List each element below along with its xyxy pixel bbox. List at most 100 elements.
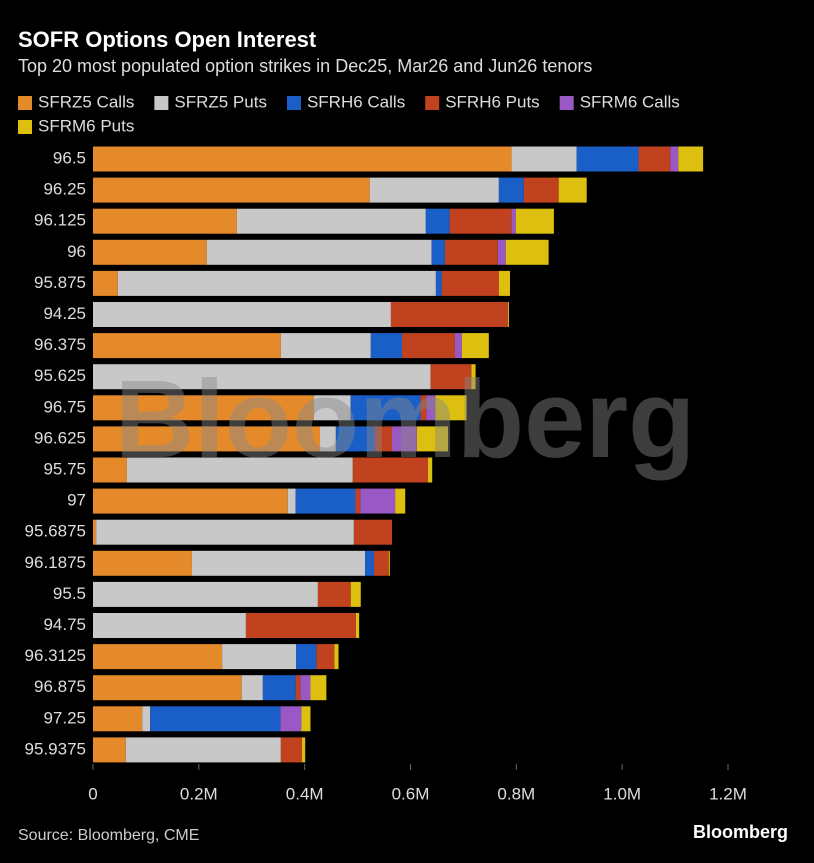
bar-segment (416, 426, 449, 452)
bar-segment (93, 550, 192, 576)
bar-segment (93, 146, 512, 172)
x-tick-label: 1.0M (603, 784, 641, 803)
bar-segment (427, 457, 433, 483)
y-tick-label: 95.9375 (25, 739, 86, 758)
y-tick-label: 96.625 (34, 428, 86, 447)
bar-segment (320, 426, 336, 452)
y-tick-label: 95.75 (43, 459, 86, 478)
bar-segment (435, 270, 442, 296)
bar-segment (93, 519, 97, 545)
bar-segment (369, 177, 499, 203)
bar-segment (334, 644, 339, 670)
bar-segment (678, 146, 704, 172)
legend-swatch (154, 96, 169, 110)
bar-segment (295, 488, 356, 514)
bar-segment (93, 581, 318, 607)
bar-segment (93, 208, 237, 234)
bar-segment (301, 706, 311, 732)
y-tick-label: 94.25 (43, 304, 86, 323)
y-tick-label: 96.25 (43, 180, 86, 199)
bar-segment (316, 644, 335, 670)
bar-segment (287, 488, 296, 514)
chart-subtitle: Top 20 most populated option strikes in … (18, 56, 592, 76)
y-tick-label: 97 (67, 491, 86, 510)
bar-segment (444, 239, 498, 265)
bar-segment (150, 706, 281, 732)
x-tick-label: 1.2M (709, 784, 747, 803)
bar-segment (449, 208, 512, 234)
source: Source: Bloomberg, CME (18, 827, 199, 844)
y-tick-label: 95.5 (53, 584, 86, 603)
bar-segment (370, 333, 403, 359)
legend-label: SFRZ5 Puts (174, 92, 267, 111)
bar-segment (280, 333, 371, 359)
y-tick-label: 95.875 (34, 273, 86, 292)
legend-swatch (559, 96, 574, 110)
bar-segment (350, 395, 421, 421)
bar-segment (310, 675, 327, 701)
bar-segment (426, 395, 436, 421)
bar-segment (296, 644, 317, 670)
legend-label: SFRM6 Calls (580, 92, 680, 111)
bar-segment (670, 146, 679, 172)
bar-segment (295, 675, 301, 701)
bar-segment (430, 364, 472, 390)
bar-segment (93, 364, 431, 390)
bar-segment (222, 644, 297, 670)
bar-segment (435, 395, 467, 421)
bar-segment (126, 457, 353, 483)
bar-segment (93, 426, 321, 452)
bar-segment (191, 550, 365, 576)
legend-swatch (18, 96, 32, 110)
y-tick-label: 96.375 (34, 335, 86, 354)
bar-segment (93, 239, 207, 265)
bar-segment (93, 177, 370, 203)
bar-segment (515, 208, 554, 234)
bar-segment (352, 457, 428, 483)
chart-title: SOFR Options Open Interest (18, 27, 317, 52)
bar-segment (454, 333, 462, 359)
y-tick-label: 95.6875 (25, 522, 86, 541)
bar-segment (498, 270, 510, 296)
bar-segment (425, 208, 450, 234)
bar-segment (93, 302, 391, 327)
bar-segment (117, 270, 436, 296)
bar-segment (335, 426, 376, 452)
bar-segment (402, 333, 455, 359)
bar-segment (461, 333, 489, 359)
bar-segment (93, 457, 127, 483)
bar-segment (360, 488, 396, 514)
bar-segment (280, 706, 302, 732)
bar-segment (507, 302, 509, 327)
y-tick-label: 96.1875 (25, 553, 86, 572)
x-tick-label: 0.6M (392, 784, 430, 803)
bar-segment (236, 208, 426, 234)
bar-segment (262, 675, 296, 701)
x-tick-label: 0.4M (286, 784, 324, 803)
bar-segment (497, 239, 506, 265)
y-tick-label: 95.625 (34, 366, 86, 385)
legend-swatch (425, 96, 440, 110)
bar-segment (93, 737, 126, 763)
y-tick-label: 94.75 (43, 615, 86, 634)
bar-segment (302, 737, 306, 763)
y-tick-label: 96.3125 (25, 646, 86, 665)
y-tick-label: 96.75 (43, 397, 86, 416)
bar-segment (125, 737, 281, 763)
bar-segment (576, 146, 639, 172)
legend-label: SFRZ5 Calls (38, 92, 134, 111)
legend-swatch (18, 120, 32, 134)
y-tick-label: 96 (67, 242, 86, 261)
bar-segment (373, 550, 389, 576)
bar-segment (420, 395, 427, 421)
bar-segment (638, 146, 671, 172)
bar-segment (353, 519, 392, 545)
bar-segment (498, 177, 524, 203)
bar-segment (388, 550, 390, 576)
bar-segment (96, 519, 354, 545)
bar-segment (431, 239, 445, 265)
y-tick-label: 96.5 (53, 148, 86, 167)
bar-segment (355, 488, 361, 514)
bar-segment (471, 364, 476, 390)
